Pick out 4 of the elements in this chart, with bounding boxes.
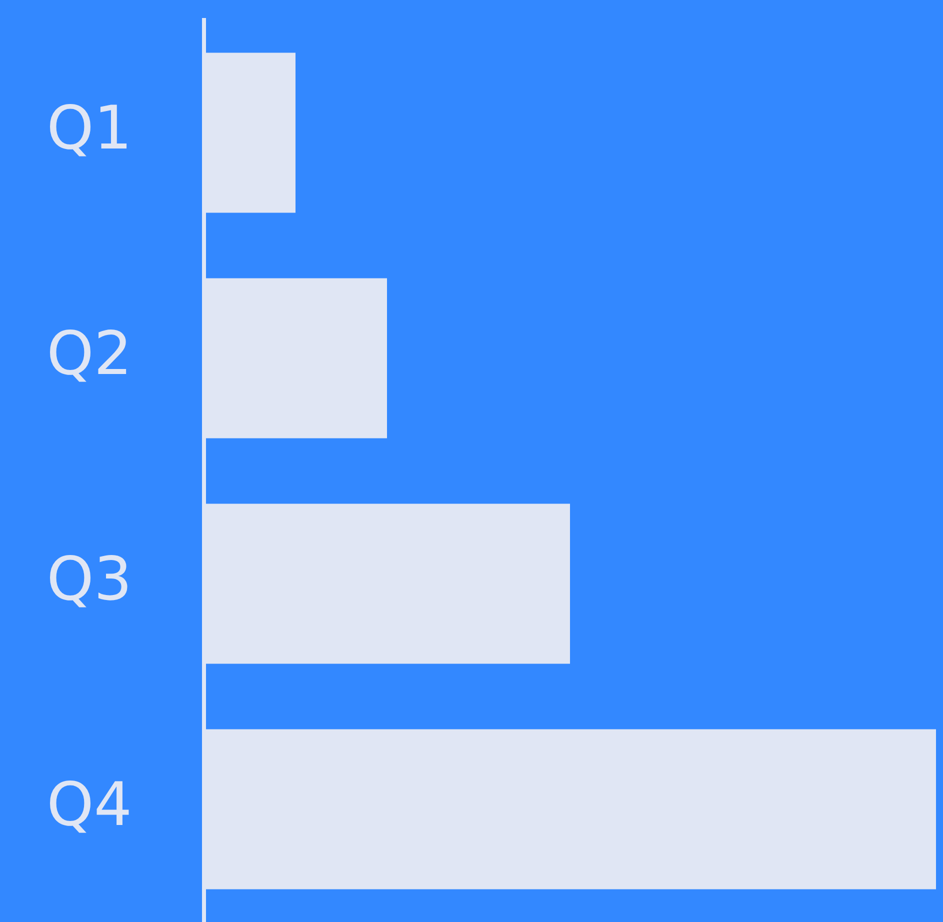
y-tick-label: Q2 [46,318,132,389]
y-tick-label: Q1 [46,93,132,164]
y-tick-label: Q4 [46,770,132,840]
y-tick-label: Q3 [46,544,132,614]
